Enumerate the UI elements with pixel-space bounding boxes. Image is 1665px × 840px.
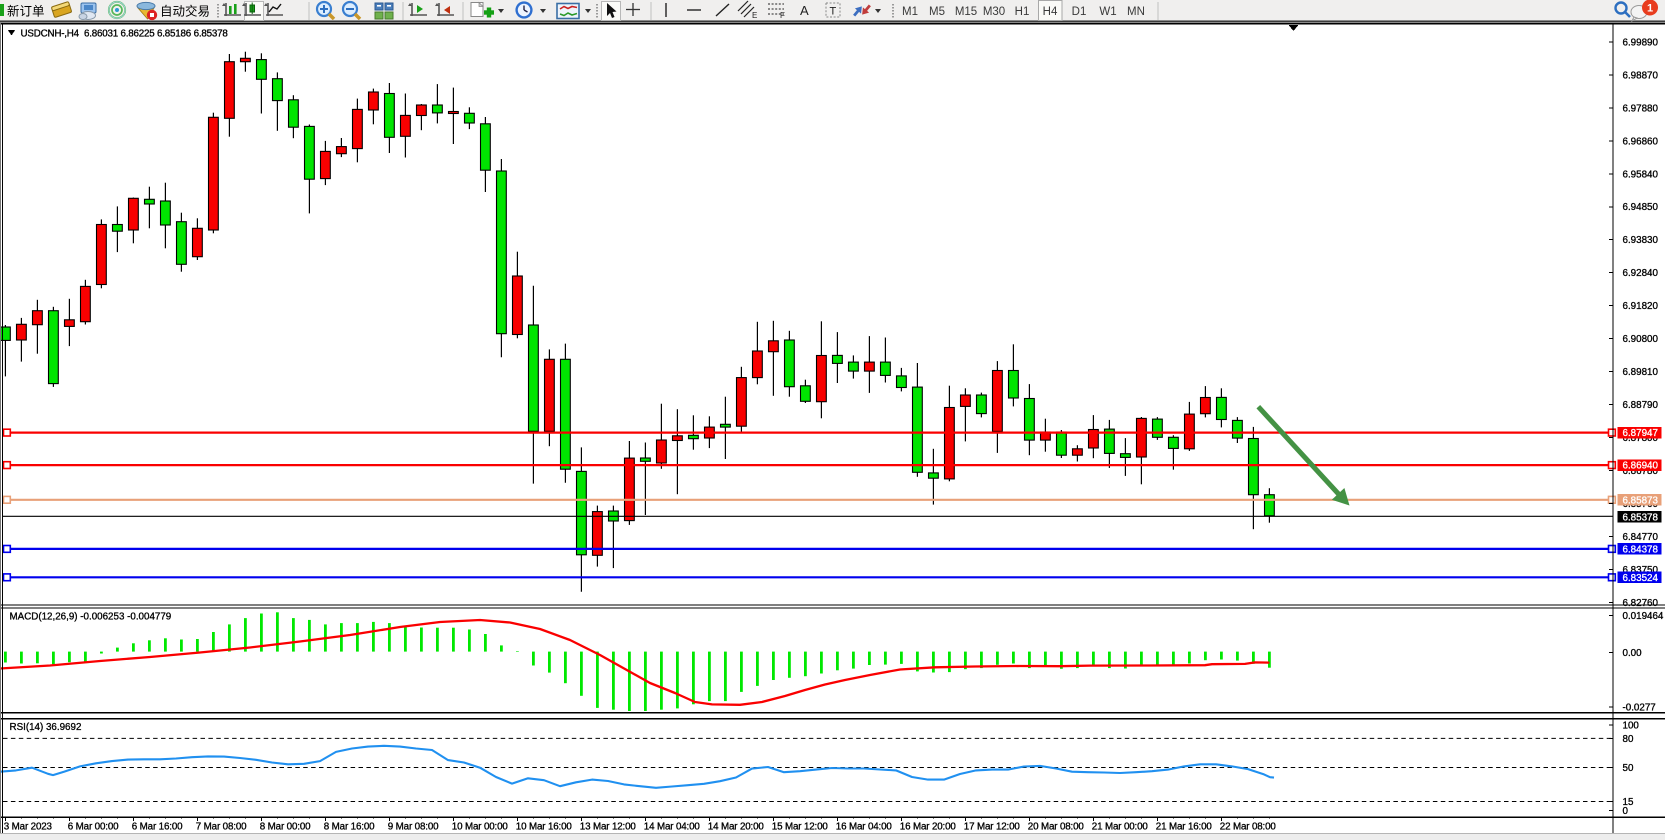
- svg-text:14 Mar 04:00: 14 Mar 04:00: [644, 822, 701, 833]
- svg-text:8 Mar 00:00: 8 Mar 00:00: [260, 822, 311, 833]
- svg-text:7 Mar 08:00: 7 Mar 08:00: [196, 822, 247, 833]
- svg-text:6.87800: 6.87800: [1623, 433, 1659, 444]
- svg-text:21 Mar 00:00: 21 Mar 00:00: [1092, 822, 1149, 833]
- svg-text:14 Mar 20:00: 14 Mar 20:00: [708, 822, 765, 833]
- svg-text:H1: H1: [1015, 6, 1030, 18]
- svg-text:22 Mar 08:00: 22 Mar 08:00: [1220, 822, 1277, 833]
- svg-text:6.99890: 6.99890: [1623, 37, 1659, 48]
- svg-text:80: 80: [1623, 734, 1634, 745]
- svg-text:6.85873: 6.85873: [1623, 495, 1659, 506]
- svg-text:MACD(12,26,9) -0.006253 -0.004: MACD(12,26,9) -0.006253 -0.004779: [10, 612, 172, 623]
- svg-text:6.93830: 6.93830: [1623, 235, 1659, 246]
- svg-text:6.98870: 6.98870: [1623, 70, 1659, 81]
- svg-text:15: 15: [1623, 797, 1634, 808]
- svg-text:D1: D1: [1072, 6, 1087, 18]
- svg-text:H4: H4: [1043, 6, 1058, 18]
- svg-text:1: 1: [1647, 3, 1653, 15]
- svg-text:6.85378: 6.85378: [1623, 512, 1659, 523]
- svg-text:15 Mar 12:00: 15 Mar 12:00: [772, 822, 829, 833]
- svg-text:0: 0: [1623, 806, 1629, 817]
- svg-text:6.82760: 6.82760: [1623, 598, 1659, 609]
- svg-text:E: E: [752, 11, 757, 20]
- svg-text:6.83750: 6.83750: [1623, 565, 1659, 576]
- svg-text:6.87947: 6.87947: [1623, 428, 1658, 439]
- svg-text:USDCNH-,H4 6.86031 6.86225 6.: USDCNH-,H4 6.86031 6.86225 6.85186 6.853…: [21, 29, 229, 40]
- svg-text:自动交易: 自动交易: [160, 4, 210, 19]
- svg-text:M30: M30: [983, 6, 1005, 18]
- svg-text:MN: MN: [1127, 6, 1145, 18]
- svg-text:8 Mar 16:00: 8 Mar 16:00: [324, 822, 375, 833]
- svg-text:6.89810: 6.89810: [1623, 367, 1659, 378]
- svg-text:RSI(14) 36.9692: RSI(14) 36.9692: [10, 722, 82, 733]
- svg-text:9 Mar 08:00: 9 Mar 08:00: [388, 822, 439, 833]
- svg-text:20 Mar 08:00: 20 Mar 08:00: [1028, 822, 1085, 833]
- svg-text:6 Mar 00:00: 6 Mar 00:00: [68, 822, 119, 833]
- svg-text:6.90800: 6.90800: [1623, 334, 1659, 345]
- svg-text:10 Mar 16:00: 10 Mar 16:00: [516, 822, 573, 833]
- svg-text:M15: M15: [955, 6, 977, 18]
- svg-text:M5: M5: [929, 6, 945, 18]
- svg-text:6.84378: 6.84378: [1623, 545, 1659, 556]
- svg-text:6.94850: 6.94850: [1623, 202, 1659, 213]
- svg-text:16 Mar 20:00: 16 Mar 20:00: [900, 822, 957, 833]
- svg-text:W1: W1: [1099, 6, 1116, 18]
- svg-text:0.019464: 0.019464: [1623, 611, 1664, 622]
- svg-text:6.88790: 6.88790: [1623, 400, 1659, 411]
- svg-text:21 Mar 16:00: 21 Mar 16:00: [1156, 822, 1213, 833]
- svg-text:17 Mar 12:00: 17 Mar 12:00: [964, 822, 1021, 833]
- svg-text:F: F: [780, 11, 785, 20]
- svg-text:13 Mar 12:00: 13 Mar 12:00: [580, 822, 637, 833]
- svg-text:6.86780: 6.86780: [1623, 466, 1659, 477]
- svg-text:0.00: 0.00: [1623, 648, 1643, 659]
- svg-text:16 Mar 04:00: 16 Mar 04:00: [836, 822, 893, 833]
- svg-text:6.95840: 6.95840: [1623, 169, 1659, 180]
- svg-text:-0.0277: -0.0277: [1623, 703, 1656, 714]
- svg-text:6.97880: 6.97880: [1623, 103, 1659, 114]
- svg-text:M1: M1: [902, 6, 918, 18]
- svg-text:6 Mar 16:00: 6 Mar 16:00: [132, 822, 183, 833]
- svg-text:T: T: [830, 6, 837, 18]
- svg-text:6.91820: 6.91820: [1623, 301, 1659, 312]
- svg-text:6.96860: 6.96860: [1623, 136, 1659, 147]
- svg-text:新订单: 新订单: [7, 4, 45, 19]
- svg-text:3 Mar 2023: 3 Mar 2023: [4, 822, 53, 833]
- svg-text:50: 50: [1623, 763, 1634, 774]
- svg-text:10 Mar 00:00: 10 Mar 00:00: [452, 822, 509, 833]
- svg-text:6.83524: 6.83524: [1623, 573, 1659, 584]
- svg-text:6.86940: 6.86940: [1623, 461, 1659, 472]
- svg-text:100: 100: [1623, 721, 1640, 732]
- svg-text:6.84770: 6.84770: [1623, 532, 1659, 543]
- svg-text:6.92840: 6.92840: [1623, 268, 1659, 279]
- svg-text:A: A: [800, 3, 809, 18]
